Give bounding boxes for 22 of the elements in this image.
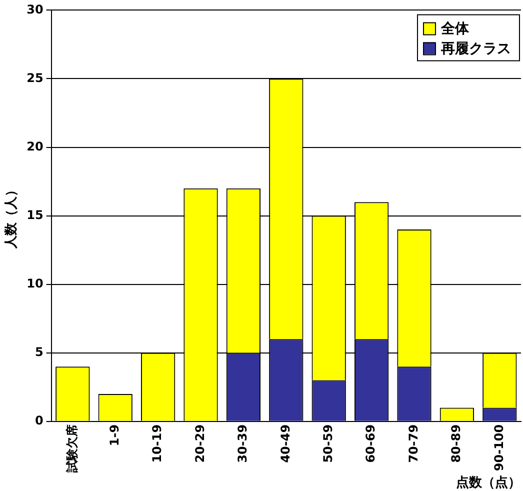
x-tick-label: 70-79 bbox=[406, 424, 420, 463]
y-tick-label: 0 bbox=[34, 414, 44, 428]
x-tick-label: 10-19 bbox=[150, 424, 164, 463]
x-tick-label: 1-9 bbox=[107, 424, 122, 446]
x-tick-label: 40-49 bbox=[278, 424, 292, 463]
legend-label: 再履クラス bbox=[440, 40, 511, 57]
x-tick-label: 50-59 bbox=[320, 424, 335, 463]
x-tick-label: 90-100 bbox=[492, 424, 506, 472]
x-tick-label: 試験欠席 bbox=[64, 424, 79, 474]
x-tick-label: 80-89 bbox=[449, 424, 464, 463]
y-tick-label: 20 bbox=[26, 139, 44, 154]
y-tick-label: 10 bbox=[26, 276, 44, 290]
y-tick-label: 30 bbox=[26, 2, 44, 16]
x-tick-label: 20-29 bbox=[192, 424, 207, 463]
y-axis-title: 人数（人） bbox=[4, 183, 20, 250]
x-tick-label: 30-39 bbox=[236, 424, 250, 463]
y-tick-label: 5 bbox=[34, 344, 44, 359]
y-tick-label: 15 bbox=[26, 208, 44, 222]
y-tick-label: 25 bbox=[26, 70, 44, 85]
legend-label: 全体 bbox=[440, 20, 470, 37]
x-tick-label: 60-69 bbox=[364, 424, 378, 463]
x-axis-title: 点数（点） bbox=[456, 474, 521, 491]
